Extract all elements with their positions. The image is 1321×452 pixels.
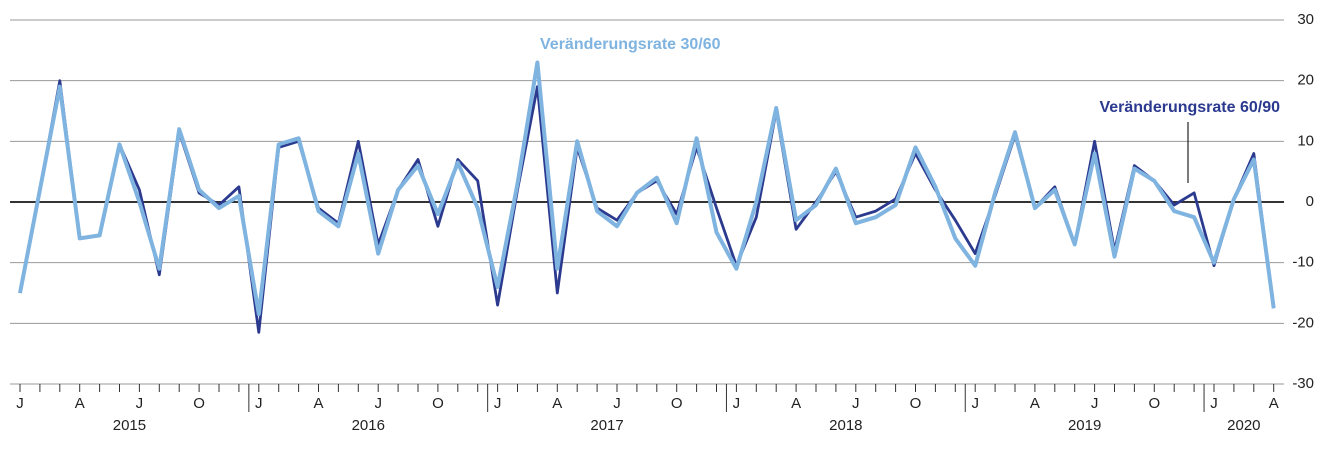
year-label: 2016 [352, 417, 385, 434]
x-tick-label: J [971, 395, 979, 412]
x-tick-label: A [552, 395, 562, 412]
x-tick-label: O [910, 395, 922, 412]
x-tick-label: J [852, 395, 860, 412]
x-tick-label: A [313, 395, 323, 412]
y-tick-label: -20 [1292, 314, 1314, 331]
x-tick-label: O [193, 395, 205, 412]
x-tick-label: O [671, 395, 683, 412]
year-label: 2015 [113, 417, 146, 434]
x-tick-label: O [432, 395, 444, 412]
y-tick-label: 20 [1297, 72, 1314, 89]
y-tick-label: 10 [1297, 132, 1314, 149]
series-line [18, 60, 1276, 317]
x-tick-label: A [1030, 395, 1040, 412]
series-label: Veränderungsrate 60/90 [1099, 99, 1280, 116]
series-line [18, 79, 1276, 334]
year-label: 2019 [1068, 417, 1101, 434]
year-label: 2020 [1227, 417, 1260, 434]
x-tick-label: J [374, 395, 382, 412]
x-tick-label: A [791, 395, 801, 412]
y-tick-label: 30 [1297, 11, 1314, 28]
x-tick-label: A [75, 395, 85, 412]
x-tick-label: J [733, 395, 741, 412]
x-tick-label: J [613, 395, 621, 412]
x-tick-label: J [136, 395, 144, 412]
x-tick-label: O [1148, 395, 1160, 412]
series-label: Veränderungsrate 30/60 [540, 36, 721, 53]
x-tick-label: J [255, 395, 263, 412]
y-tick-label: 0 [1306, 193, 1314, 210]
year-label: 2018 [829, 417, 862, 434]
y-tick-label: -30 [1292, 375, 1314, 392]
x-tick-label: J [1091, 395, 1099, 412]
x-tick-label: J [1210, 395, 1218, 412]
x-tick-label: A [1269, 395, 1279, 412]
x-tick-label: J [16, 395, 24, 412]
y-tick-label: -10 [1292, 254, 1314, 271]
year-label: 2017 [590, 417, 623, 434]
x-tick-label: J [494, 395, 502, 412]
